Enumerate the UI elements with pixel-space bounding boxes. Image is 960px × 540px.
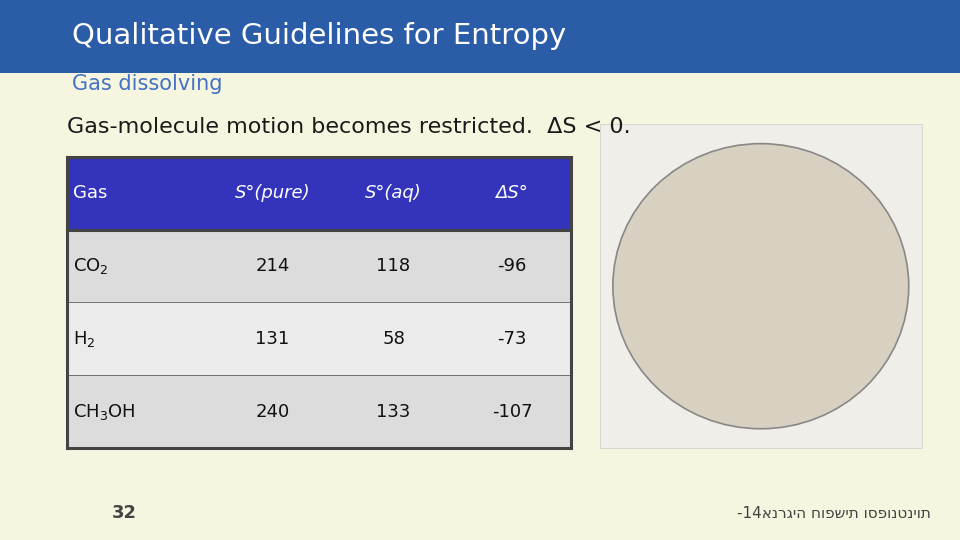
Text: 214: 214 [255, 257, 290, 275]
Bar [67, 230, 571, 302]
Text: -107: -107 [492, 403, 532, 421]
Text: 32: 32 [112, 504, 137, 522]
Text: CO$_2$: CO$_2$ [73, 256, 108, 276]
Text: H$_2$: H$_2$ [73, 329, 96, 349]
Text: 58: 58 [382, 330, 405, 348]
Text: -14אנרגיה חופשית וספונטניות: -14אנרגיה חופשית וספונטניות [737, 505, 931, 521]
Text: S°(aq): S°(aq) [365, 184, 421, 202]
Ellipse shape [612, 144, 909, 429]
Text: 240: 240 [255, 403, 290, 421]
Text: Gas: Gas [73, 184, 108, 202]
Bar [67, 157, 571, 230]
Bar [0, 0, 960, 73]
Text: 131: 131 [255, 330, 290, 348]
Text: 118: 118 [376, 257, 411, 275]
Bar [67, 302, 571, 375]
Text: CH$_3$OH: CH$_3$OH [73, 402, 136, 422]
Text: 133: 133 [376, 403, 411, 421]
Text: Qualitative Guidelines for Entropy: Qualitative Guidelines for Entropy [72, 23, 566, 50]
Text: -96: -96 [497, 257, 527, 275]
Bar [67, 375, 571, 448]
Text: Gas-molecule motion becomes restricted.  ΔS < 0.: Gas-molecule motion becomes restricted. … [67, 117, 631, 137]
Text: ΔS°: ΔS° [495, 184, 528, 202]
Text: Gas dissolving: Gas dissolving [72, 73, 223, 94]
Bar [600, 124, 922, 448]
Text: -73: -73 [497, 330, 527, 348]
Text: S°(pure): S°(pure) [235, 184, 310, 202]
